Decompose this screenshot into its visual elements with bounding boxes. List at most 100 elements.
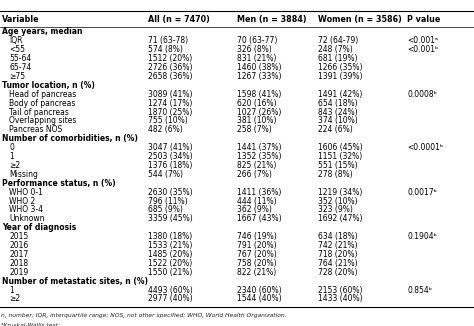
Text: 620 (16%): 620 (16%) — [237, 99, 277, 108]
Text: 0: 0 — [9, 143, 14, 152]
Text: 224 (6%): 224 (6%) — [318, 126, 353, 134]
Text: WHO 3-4: WHO 3-4 — [9, 205, 44, 215]
Text: Head of pancreas: Head of pancreas — [9, 90, 77, 99]
Text: 266 (7%): 266 (7%) — [237, 170, 273, 179]
Text: All (n = 7470): All (n = 7470) — [148, 15, 210, 24]
Text: 1274 (17%): 1274 (17%) — [148, 99, 193, 108]
Text: Performance status, n (%): Performance status, n (%) — [2, 179, 116, 188]
Text: 0.0008ᵇ: 0.0008ᵇ — [407, 90, 437, 99]
Text: ≥75: ≥75 — [9, 72, 26, 81]
Text: 1027 (26%): 1027 (26%) — [237, 108, 282, 117]
Text: Women (n = 3586): Women (n = 3586) — [318, 15, 402, 24]
Text: 1522 (20%): 1522 (20%) — [148, 259, 192, 268]
Text: <0.0001ᵇ: <0.0001ᵇ — [407, 143, 443, 152]
Text: Pancreas NOS: Pancreas NOS — [9, 126, 63, 134]
Text: 1870 (25%): 1870 (25%) — [148, 108, 193, 117]
Text: 2977 (40%): 2977 (40%) — [148, 294, 193, 304]
Text: 2630 (35%): 2630 (35%) — [148, 188, 193, 197]
Text: 1: 1 — [9, 286, 14, 295]
Text: 1606 (45%): 1606 (45%) — [318, 143, 363, 152]
Text: Year of diagnosis: Year of diagnosis — [2, 223, 77, 232]
Text: Tail of pancreas: Tail of pancreas — [9, 108, 69, 117]
Text: 1460 (38%): 1460 (38%) — [237, 63, 282, 72]
Text: 0.0017ᵇ: 0.0017ᵇ — [407, 188, 437, 197]
Text: 2153 (60%): 2153 (60%) — [318, 286, 363, 295]
Text: 822 (21%): 822 (21%) — [237, 268, 277, 277]
Text: 1550 (21%): 1550 (21%) — [148, 268, 193, 277]
Text: 2019: 2019 — [9, 268, 29, 277]
Text: Variable: Variable — [2, 15, 40, 24]
Text: 843 (24%): 843 (24%) — [318, 108, 358, 117]
Text: 1266 (35%): 1266 (35%) — [318, 63, 363, 72]
Text: 681 (19%): 681 (19%) — [318, 54, 357, 63]
Text: 1491 (42%): 1491 (42%) — [318, 90, 363, 99]
Text: 444 (11%): 444 (11%) — [237, 197, 277, 206]
Text: 796 (11%): 796 (11%) — [148, 197, 188, 206]
Text: 685 (9%): 685 (9%) — [148, 205, 183, 215]
Text: 326 (8%): 326 (8%) — [237, 45, 272, 54]
Text: 1219 (34%): 1219 (34%) — [318, 188, 363, 197]
Text: 55-64: 55-64 — [9, 54, 32, 63]
Text: 1352 (35%): 1352 (35%) — [237, 152, 282, 161]
Text: 1433 (40%): 1433 (40%) — [318, 294, 363, 304]
Text: 3089 (41%): 3089 (41%) — [148, 90, 193, 99]
Text: 323 (9%): 323 (9%) — [318, 205, 353, 215]
Text: Missing: Missing — [9, 170, 38, 179]
Text: 1485 (20%): 1485 (20%) — [148, 250, 193, 259]
Text: 258 (7%): 258 (7%) — [237, 126, 272, 134]
Text: 0.854ᵇ: 0.854ᵇ — [407, 286, 432, 295]
Text: 65-74: 65-74 — [9, 63, 32, 72]
Text: <0.001ᵃ: <0.001ᵃ — [407, 37, 438, 45]
Text: 758 (20%): 758 (20%) — [237, 259, 277, 268]
Text: 2017: 2017 — [9, 250, 29, 259]
Text: 3047 (41%): 3047 (41%) — [148, 143, 193, 152]
Text: 755 (10%): 755 (10%) — [148, 116, 188, 126]
Text: 831 (21%): 831 (21%) — [237, 54, 277, 63]
Text: 1: 1 — [9, 152, 14, 161]
Text: 2726 (36%): 2726 (36%) — [148, 63, 193, 72]
Text: 1441 (37%): 1441 (37%) — [237, 143, 282, 152]
Text: 2503 (34%): 2503 (34%) — [148, 152, 193, 161]
Text: 2015: 2015 — [9, 232, 29, 241]
Text: Number of comorbidities, n (%): Number of comorbidities, n (%) — [2, 134, 138, 143]
Text: Tumor location, n (%): Tumor location, n (%) — [2, 81, 95, 90]
Text: 1411 (36%): 1411 (36%) — [237, 188, 282, 197]
Text: 1667 (43%): 1667 (43%) — [237, 215, 282, 223]
Text: 654 (18%): 654 (18%) — [318, 99, 358, 108]
Text: 71 (63-78): 71 (63-78) — [148, 37, 189, 45]
Text: 70 (63-77): 70 (63-77) — [237, 37, 278, 45]
Text: 1267 (33%): 1267 (33%) — [237, 72, 282, 81]
Text: 1598 (41%): 1598 (41%) — [237, 90, 282, 99]
Text: 1376 (18%): 1376 (18%) — [148, 161, 193, 170]
Text: 767 (20%): 767 (20%) — [237, 250, 277, 259]
Text: 791 (20%): 791 (20%) — [237, 241, 277, 250]
Text: 728 (20%): 728 (20%) — [318, 268, 357, 277]
Text: 1533 (21%): 1533 (21%) — [148, 241, 193, 250]
Text: ≥2: ≥2 — [9, 161, 20, 170]
Text: 2016: 2016 — [9, 241, 29, 250]
Text: 1380 (18%): 1380 (18%) — [148, 232, 192, 241]
Text: 544 (7%): 544 (7%) — [148, 170, 183, 179]
Text: 374 (10%): 374 (10%) — [318, 116, 358, 126]
Text: Men (n = 3884): Men (n = 3884) — [237, 15, 307, 24]
Text: 1692 (47%): 1692 (47%) — [318, 215, 363, 223]
Text: 634 (18%): 634 (18%) — [318, 232, 358, 241]
Text: 1391 (39%): 1391 (39%) — [318, 72, 363, 81]
Text: Number of metastatic sites, n (%): Number of metastatic sites, n (%) — [2, 277, 148, 286]
Text: n, number; IQR, interquartile range; NOS, not other specified; WHO, World Health: n, number; IQR, interquartile range; NOS… — [1, 313, 287, 318]
Text: ᵃKruskal-Wallis test;: ᵃKruskal-Wallis test; — [1, 322, 60, 326]
Text: 551 (15%): 551 (15%) — [318, 161, 358, 170]
Text: 764 (21%): 764 (21%) — [318, 259, 358, 268]
Text: 2658 (36%): 2658 (36%) — [148, 72, 193, 81]
Text: Overlapping sites: Overlapping sites — [9, 116, 77, 126]
Text: 278 (8%): 278 (8%) — [318, 170, 353, 179]
Text: WHO 0-1: WHO 0-1 — [9, 188, 43, 197]
Text: 718 (20%): 718 (20%) — [318, 250, 357, 259]
Text: 574 (8%): 574 (8%) — [148, 45, 183, 54]
Text: 825 (21%): 825 (21%) — [237, 161, 277, 170]
Text: 1544 (40%): 1544 (40%) — [237, 294, 282, 304]
Text: Age years, median: Age years, median — [2, 27, 83, 37]
Text: 352 (10%): 352 (10%) — [318, 197, 358, 206]
Text: 1512 (20%): 1512 (20%) — [148, 54, 192, 63]
Text: Body of pancreas: Body of pancreas — [9, 99, 76, 108]
